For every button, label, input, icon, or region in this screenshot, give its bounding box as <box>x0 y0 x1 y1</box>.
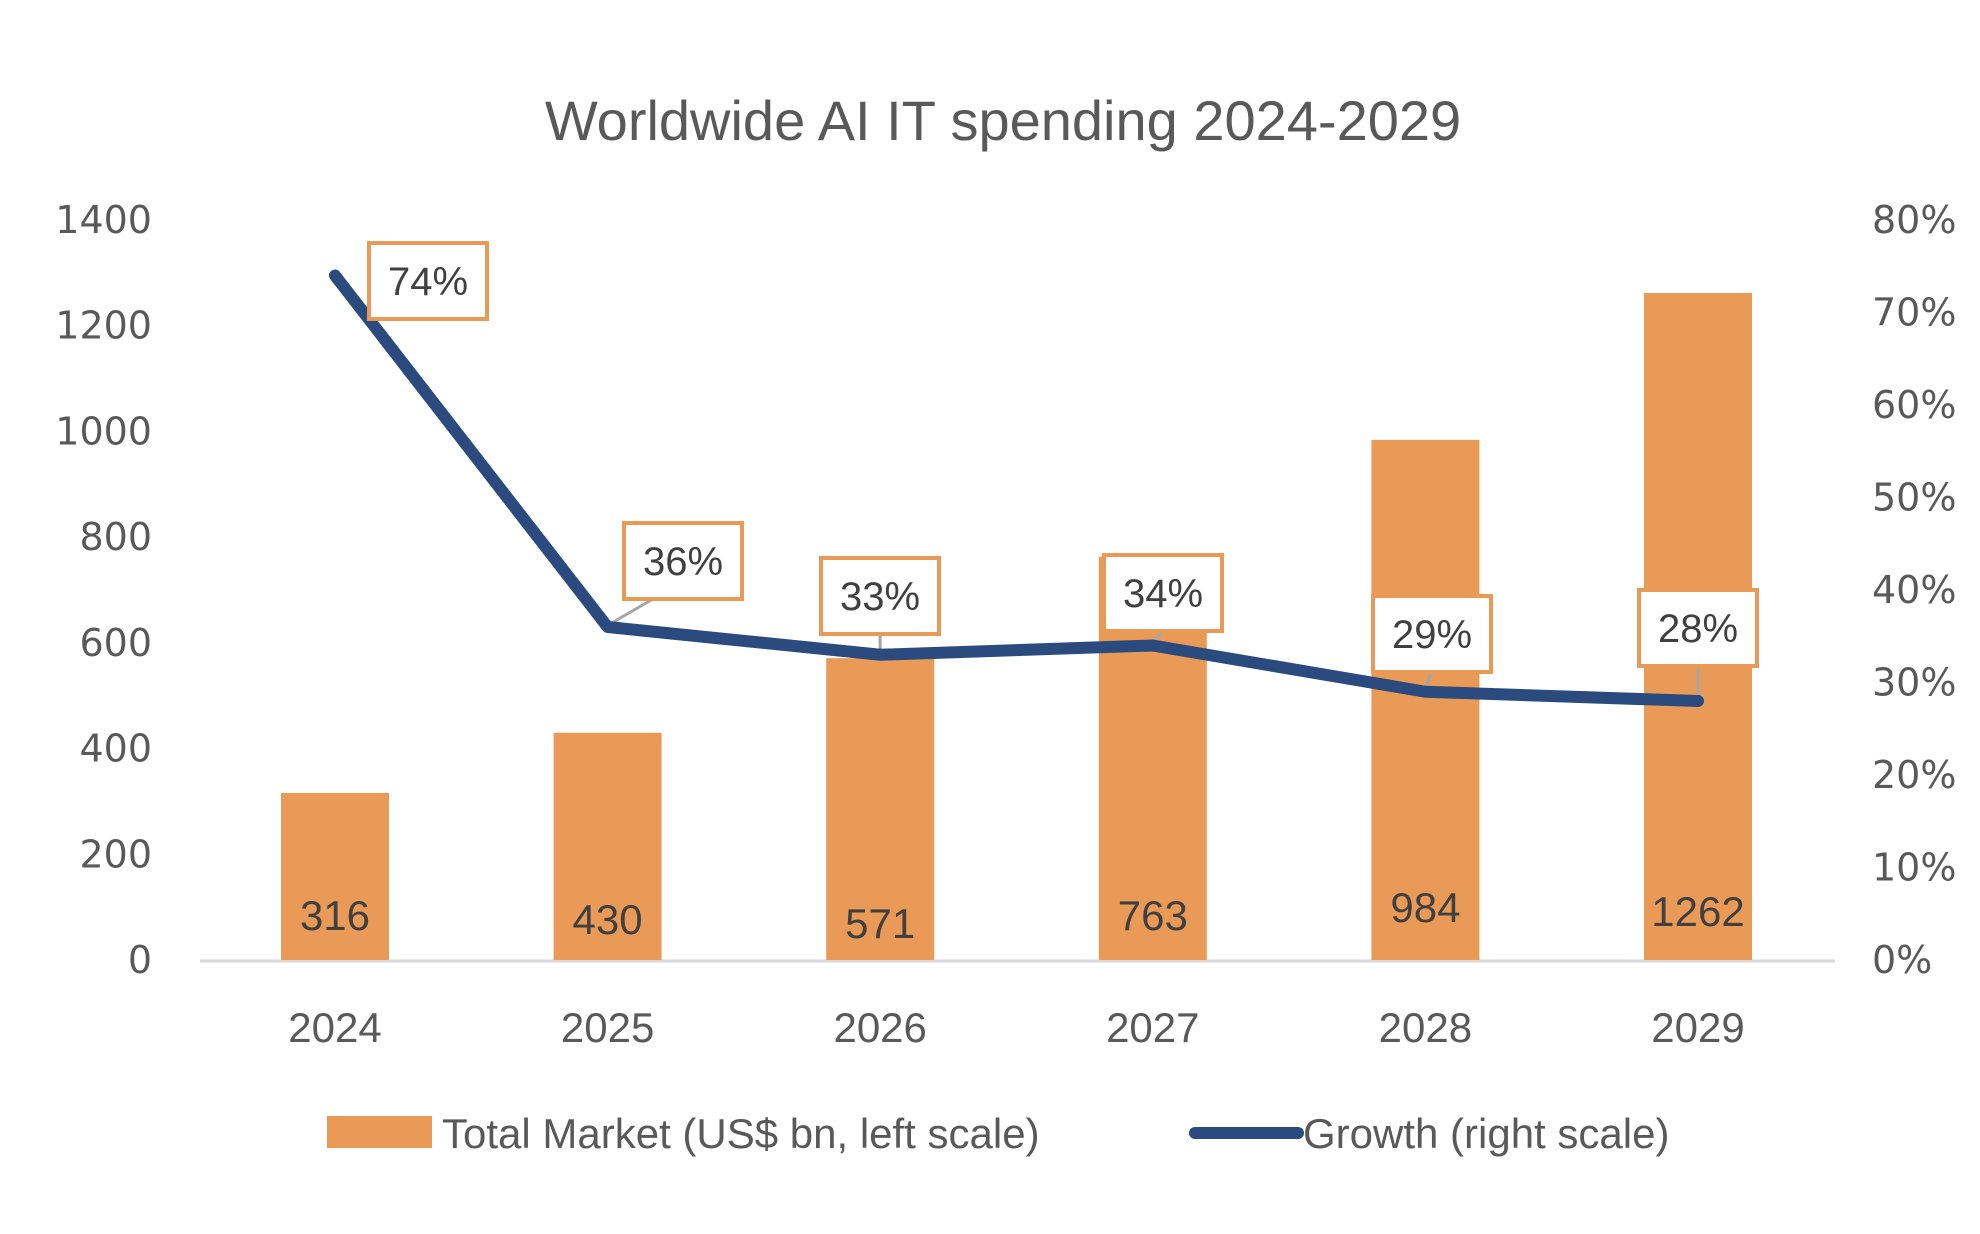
left-tick-label: 400 <box>79 727 152 771</box>
growth-line <box>329 269 1704 707</box>
legend-label-growth: Growth (right scale) <box>1303 1110 1669 1157</box>
line-data-label: 28% <box>1658 607 1738 651</box>
x-tick-label: 2029 <box>1651 1004 1744 1051</box>
line-label-box <box>367 241 489 321</box>
bar <box>281 792 389 960</box>
leader-line <box>610 597 654 625</box>
leader-line <box>1424 671 1434 689</box>
right-tick-label: 10% <box>1872 846 1956 890</box>
line-data-label: 33% <box>840 575 920 619</box>
left-axis: 0 200 400 600 800 1000 1200 1400 <box>55 198 152 982</box>
line-label-box <box>819 556 941 636</box>
line-label-box <box>1637 588 1759 668</box>
left-tick-label: 0 <box>128 938 152 982</box>
right-tick-label: 0% <box>1872 938 1932 982</box>
bar-data-label: 430 <box>573 896 643 943</box>
x-tick-label: 2025 <box>561 1004 654 1051</box>
line-data-label: 29% <box>1392 613 1472 657</box>
left-tick-label: 800 <box>79 515 152 559</box>
x-tick-label: 2028 <box>1379 1004 1472 1051</box>
right-tick-label: 50% <box>1872 476 1956 520</box>
right-tick-label: 40% <box>1872 568 1956 612</box>
line-data-label: 34% <box>1123 572 1203 616</box>
line-label-box <box>622 521 744 601</box>
chart-title: Worldwide AI IT spending 2024-2029 <box>545 89 1461 152</box>
bar-series <box>281 292 1752 960</box>
x-tick-label: 2027 <box>1106 1004 1199 1051</box>
bar-data-label: 316 <box>300 892 370 939</box>
legend: Total Market (US$ bn, left scale) Growth… <box>327 1110 1669 1157</box>
bar-data-labels: 316 430 571 763 984 1262 <box>300 884 1745 947</box>
bar-data-label: 1262 <box>1651 888 1744 935</box>
bar <box>826 658 935 960</box>
line-data-label: 74% <box>388 260 468 304</box>
left-tick-label: 1000 <box>55 409 152 453</box>
left-tick-label: 1400 <box>55 198 152 242</box>
left-tick-label: 600 <box>79 621 152 665</box>
right-axis: 0% 10% 20% 30% 40% 50% 60% 70% 80% <box>1872 198 1956 982</box>
legend-label-total-market: Total Market (US$ bn, left scale) <box>442 1110 1040 1157</box>
line-data-labels: 74% 36% 33% 34% 29% 28% <box>367 241 1759 674</box>
bar-data-label: 763 <box>1118 892 1188 939</box>
left-tick-label: 200 <box>79 832 152 876</box>
bar-data-label: 984 <box>1390 884 1460 931</box>
line-data-label: 36% <box>643 540 723 584</box>
x-tick-label: 2026 <box>833 1004 926 1051</box>
bar-data-label: 571 <box>845 900 915 947</box>
x-tick-label: 2024 <box>288 1004 381 1051</box>
right-tick-label: 20% <box>1872 753 1956 797</box>
line-label-box <box>1102 553 1224 633</box>
right-tick-label: 80% <box>1872 198 1956 242</box>
x-axis: 2024 2025 2026 2027 2028 2029 <box>288 1004 1744 1051</box>
line-label-box <box>1371 594 1493 674</box>
right-tick-label: 30% <box>1872 661 1956 705</box>
right-tick-label: 70% <box>1872 291 1956 335</box>
right-tick-label: 60% <box>1872 383 1956 427</box>
bar <box>553 732 662 960</box>
legend-swatch-total-market <box>327 1116 432 1148</box>
bar <box>1371 439 1480 960</box>
left-tick-label: 1200 <box>55 304 152 348</box>
